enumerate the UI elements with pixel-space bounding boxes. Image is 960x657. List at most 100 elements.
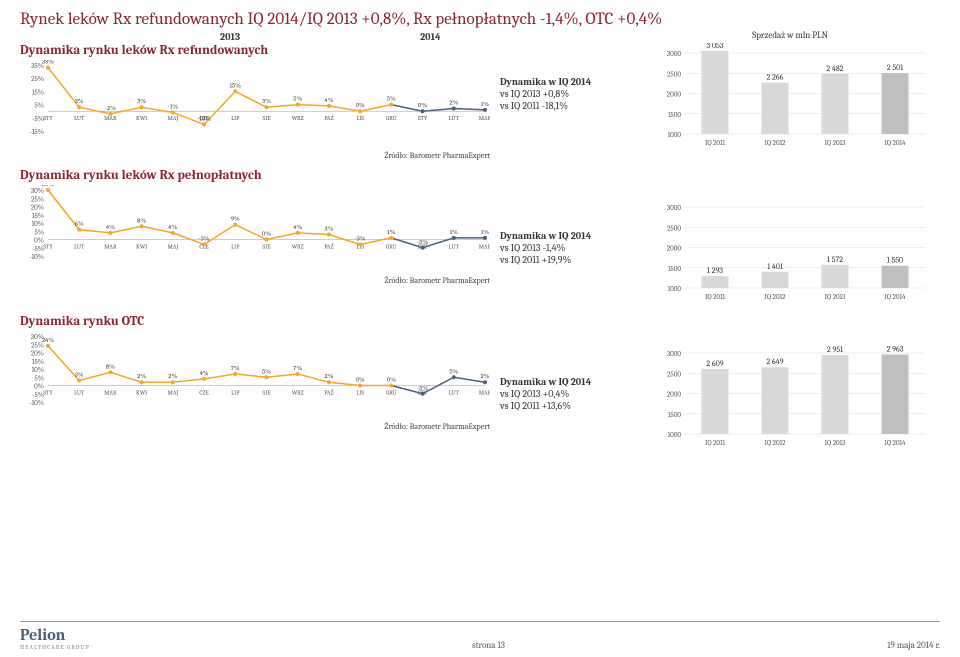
svg-text:-5%: -5% xyxy=(417,384,428,392)
svg-text:3 053: 3 053 xyxy=(706,43,723,50)
svg-text:2%: 2% xyxy=(449,99,458,107)
svg-text:2 482: 2 482 xyxy=(826,64,843,73)
svg-text:1500: 1500 xyxy=(668,111,681,119)
svg-text:1 293: 1 293 xyxy=(707,266,723,275)
svg-text:0%: 0% xyxy=(262,230,271,238)
chart3-line: -10%-5%0%5%10%15%20%25%30%STYLUTMARKWIMA… xyxy=(20,331,490,416)
svg-text:MAR: MAR xyxy=(104,390,117,397)
svg-text:LIP: LIP xyxy=(231,390,240,397)
svg-text:4%: 4% xyxy=(324,96,333,104)
svg-text:0%: 0% xyxy=(356,376,365,384)
svg-text:2500: 2500 xyxy=(667,70,681,78)
svg-text:MAR: MAR xyxy=(104,244,117,251)
svg-text:3%: 3% xyxy=(75,97,84,105)
svg-text:20%: 20% xyxy=(31,204,44,212)
svg-text:MAR: MAR xyxy=(479,244,490,251)
svg-text:7%: 7% xyxy=(293,364,302,372)
svg-text:2%: 2% xyxy=(481,372,490,380)
svg-text:-10%: -10% xyxy=(29,399,44,407)
svg-text:-2%: -2% xyxy=(105,104,116,112)
svg-text:KWI: KWI xyxy=(136,244,147,251)
chart2-mid-l1: vs IQ 2013 -1,4% xyxy=(500,242,640,254)
svg-text:3%: 3% xyxy=(325,225,334,233)
svg-text:3%: 3% xyxy=(262,97,271,105)
svg-text:CZE: CZE xyxy=(199,390,209,397)
svg-text:MAR: MAR xyxy=(479,115,490,122)
svg-text:IQ 2014: IQ 2014 xyxy=(884,439,906,447)
chart1-source: Źródło: Barometr PharmaExpert xyxy=(20,151,490,160)
svg-text:4%: 4% xyxy=(293,223,302,231)
chart2-mid-l2: vs IQ 2011 +19,9% xyxy=(500,254,640,266)
chart3-summary: Dynamika w IQ 2014 vs IQ 2013 +0,4% vs I… xyxy=(500,331,640,412)
svg-text:10%: 10% xyxy=(32,220,44,228)
svg-text:2%: 2% xyxy=(168,372,177,380)
svg-text:MAR: MAR xyxy=(104,115,117,122)
chart3-source: Źródło: Barometr PharmaExpert xyxy=(20,422,490,431)
chart1-subtitle: Dynamika rynku leków Rx refundowanych xyxy=(20,43,490,58)
chart2-bar: 100015002000250030001 293IQ 20111 401IQ … xyxy=(650,197,930,302)
svg-text:3000: 3000 xyxy=(667,50,681,58)
svg-text:PAŹ: PAŹ xyxy=(324,114,333,122)
logo: Pelion xyxy=(20,626,90,644)
svg-text:4%: 4% xyxy=(168,223,177,231)
svg-text:2%: 2% xyxy=(137,372,146,380)
chart3-subtitle: Dynamika rynku OTC xyxy=(20,314,940,329)
svg-text:0%: 0% xyxy=(418,101,427,109)
svg-text:1%: 1% xyxy=(481,100,489,108)
svg-text:2000: 2000 xyxy=(667,391,682,399)
svg-text:1000: 1000 xyxy=(668,431,682,439)
svg-text:MAJ: MAJ xyxy=(168,244,179,251)
chart1-mid-title: Dynamika w IQ 2014 xyxy=(500,76,640,88)
svg-text:5%: 5% xyxy=(387,95,396,103)
svg-text:1%: 1% xyxy=(387,228,395,236)
svg-text:7%: 7% xyxy=(231,364,240,372)
svg-text:PAŹ: PAŹ xyxy=(324,243,333,251)
svg-text:15%: 15% xyxy=(230,81,241,89)
svg-text:4%: 4% xyxy=(200,369,209,377)
svg-text:LIP: LIP xyxy=(231,115,240,122)
svg-text:-5%: -5% xyxy=(32,245,44,253)
chart3-mid-l1: vs IQ 2013 +0,4% xyxy=(500,388,640,400)
svg-text:STY: STY xyxy=(43,244,53,251)
svg-text:WRZ: WRZ xyxy=(292,115,304,122)
svg-text:MAR: MAR xyxy=(479,390,490,397)
svg-text:MAJ: MAJ xyxy=(168,115,179,122)
svg-text:1 572: 1 572 xyxy=(827,255,843,264)
svg-text:GRU: GRU xyxy=(386,244,398,251)
chart3-bar: 100015002000250030002 609IQ 20112 649IQ … xyxy=(650,343,930,448)
chart2-source: Źródło: Barometr PharmaExpert xyxy=(20,276,490,285)
svg-text:STY: STY xyxy=(418,115,428,122)
svg-text:20%: 20% xyxy=(31,350,44,358)
svg-text:KWI: KWI xyxy=(136,115,147,122)
svg-text:3%: 3% xyxy=(137,97,146,105)
svg-text:5%: 5% xyxy=(34,374,44,382)
year-labels: 2013 2014 xyxy=(20,31,490,43)
svg-text:WRZ: WRZ xyxy=(292,390,304,397)
svg-text:2 963: 2 963 xyxy=(887,344,904,353)
svg-text:5%: 5% xyxy=(34,102,44,110)
svg-text:-5%: -5% xyxy=(417,238,428,246)
sprzedaz-label: Sprzedaż w mln PLN xyxy=(650,31,930,41)
svg-text:IQ 2012: IQ 2012 xyxy=(765,293,787,301)
svg-text:IQ 2012: IQ 2012 xyxy=(765,439,787,447)
svg-text:5%: 5% xyxy=(262,367,271,375)
svg-text:-5%: -5% xyxy=(32,115,44,123)
svg-text:1500: 1500 xyxy=(668,265,681,273)
svg-text:KWI: KWI xyxy=(136,390,147,397)
svg-text:2 649: 2 649 xyxy=(766,357,783,366)
chart3-mid-l2: vs IQ 2011 +13,6% xyxy=(500,400,640,412)
svg-text:2 609: 2 609 xyxy=(706,359,723,368)
svg-text:5%: 5% xyxy=(293,95,302,103)
section-rx-pelno: Dynamika rynku leków Rx pełnopłatnych -1… xyxy=(20,168,940,306)
svg-text:-3%: -3% xyxy=(355,234,366,242)
chart2-line: -10%-5%0%5%10%15%20%25%30%STYLUTMARKWIMA… xyxy=(20,185,490,270)
svg-text:2500: 2500 xyxy=(667,224,681,232)
svg-text:STY: STY xyxy=(43,390,53,397)
svg-text:IQ 2013: IQ 2013 xyxy=(825,439,846,447)
chart2-mid-title: Dynamika w IQ 2014 xyxy=(500,230,640,242)
svg-text:LIS: LIS xyxy=(356,115,364,122)
svg-text:IQ 2011: IQ 2011 xyxy=(705,139,726,147)
svg-text:1000: 1000 xyxy=(668,131,682,139)
svg-text:SIE: SIE xyxy=(262,244,271,251)
svg-text:0%: 0% xyxy=(387,376,396,384)
